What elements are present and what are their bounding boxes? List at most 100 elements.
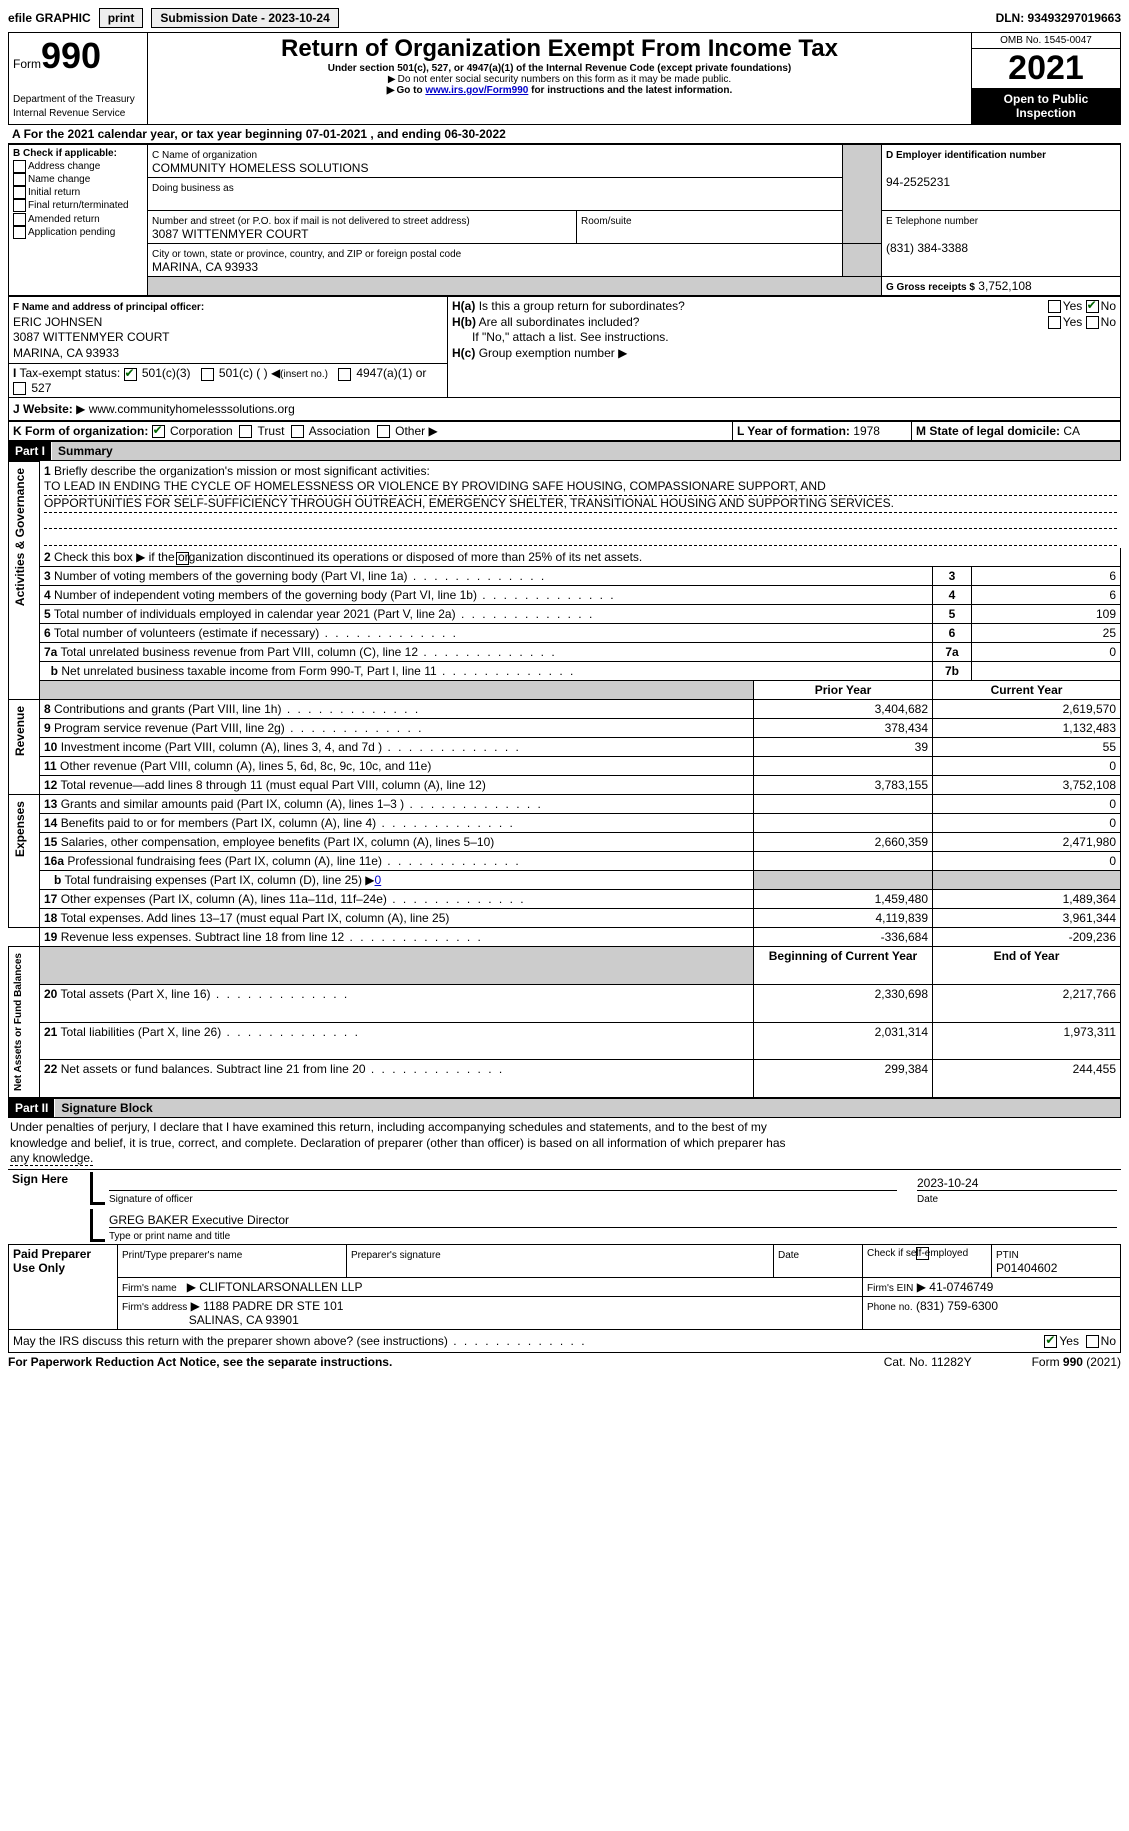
chk-corp[interactable]: [152, 425, 165, 438]
ha-yes[interactable]: [1048, 300, 1061, 313]
k-lbl: K Form of organization:: [13, 424, 148, 438]
j-lbl: Website:: [23, 402, 73, 416]
chk-l2[interactable]: [176, 552, 189, 565]
org-name: COMMUNITY HOMELESS SOLUTIONS: [152, 161, 368, 175]
mission-l1: TO LEAD IN ENDING THE CYCLE OF HOMELESSN…: [44, 479, 1117, 496]
line-19: Revenue less expenses. Subtract line 18 …: [61, 930, 483, 944]
chk-name[interactable]: [13, 173, 26, 186]
subtitle-2: Do not enter social security numbers on …: [398, 74, 731, 85]
p9: 378,434: [754, 719, 933, 738]
hdr-boy: Beginning of Current Year: [754, 947, 933, 985]
yes1: Yes: [1063, 299, 1083, 313]
chk-final[interactable]: [13, 199, 26, 212]
c12: 3,752,108: [933, 776, 1121, 795]
chk-4947[interactable]: [338, 368, 351, 381]
chk-amended[interactable]: [13, 213, 26, 226]
dln: DLN: 93493297019663: [996, 11, 1121, 25]
discuss-no[interactable]: [1086, 1335, 1099, 1348]
hb-yes[interactable]: [1048, 316, 1061, 329]
gross-receipts: 3,752,108: [978, 279, 1031, 293]
irs-link[interactable]: www.irs.gov/Form990: [425, 85, 528, 96]
submission-date: Submission Date - 2023-10-24: [151, 8, 338, 28]
ptin: P01404602: [996, 1261, 1057, 1275]
l-lbl: L Year of formation:: [737, 424, 850, 438]
p18: 4,119,839: [754, 909, 933, 928]
perjury2: knowledge and belief, it is true, correc…: [10, 1136, 786, 1150]
part1-title: Summary: [52, 442, 1120, 460]
p14: [754, 814, 933, 833]
j-row: J Website: ▶ www.communityhomelesssoluti…: [8, 398, 1121, 421]
i-o3: 4947(a)(1) or: [356, 366, 426, 380]
line-20: Total assets (Part X, line 16): [60, 987, 349, 1001]
officer-city: MARINA, CA 93933: [13, 346, 119, 360]
chk-501c[interactable]: [201, 368, 214, 381]
street-lbl: Number and street (or P.O. box if mail i…: [152, 216, 470, 227]
klm-row: K Form of organization: Corporation Trus…: [8, 421, 1121, 441]
opt-amended: Amended return: [28, 214, 100, 225]
line-2: Check this box ▶ if the organization dis…: [54, 550, 642, 564]
form-word: Form: [13, 57, 41, 71]
print-button[interactable]: print: [99, 8, 144, 28]
v7b: [972, 662, 1121, 681]
hb-no[interactable]: [1086, 316, 1099, 329]
l16b-val[interactable]: 0: [375, 873, 382, 887]
k-o4: Other: [395, 424, 425, 438]
chk-initial[interactable]: [13, 186, 26, 199]
ha-no[interactable]: [1086, 300, 1099, 313]
p20: 2,330,698: [754, 984, 933, 1022]
sidebar-rev: Revenue: [13, 702, 27, 760]
chk-assoc[interactable]: [291, 425, 304, 438]
sidebar-ag: Activities & Governance: [13, 464, 27, 610]
chk-address[interactable]: [13, 160, 26, 173]
chk-pending[interactable]: [13, 226, 26, 239]
opt-initial: Initial return: [28, 187, 80, 198]
footer: For Paperwork Reduction Act Notice, see …: [8, 1353, 1121, 1369]
line-7a: Total unrelated business revenue from Pa…: [60, 645, 556, 659]
top-bar: efile GRAPHIC print Submission Date - 20…: [8, 8, 1121, 28]
hc: Group exemption number: [479, 346, 615, 360]
website: www.communityhomelesssolutions.org: [89, 402, 295, 416]
line-16b: Total fundraising expenses (Part IX, col…: [64, 873, 374, 887]
m-val: CA: [1063, 424, 1080, 438]
b-header: B Check if applicable:: [13, 148, 117, 159]
chk-527[interactable]: [13, 382, 26, 395]
f-lbl: F Name and address of principal officer:: [13, 302, 204, 313]
i-o2: 501(c) ( ): [219, 366, 268, 380]
perjury: Under penalties of perjury, I declare th…: [8, 1118, 1121, 1170]
chk-trust[interactable]: [239, 425, 252, 438]
i-o1: 501(c)(3): [142, 366, 191, 380]
v4: 6: [972, 586, 1121, 605]
line-15: Salaries, other compensation, employee b…: [61, 835, 495, 849]
no1: No: [1101, 299, 1116, 313]
paid-preparer-table: Paid Preparer Use Only Print/Type prepar…: [8, 1244, 1121, 1330]
p22: 299,384: [754, 1060, 933, 1098]
c13: 0: [933, 795, 1121, 814]
form-title: Return of Organization Exempt From Incom…: [152, 35, 967, 63]
chk-other[interactable]: [377, 425, 390, 438]
v5: 109: [972, 605, 1121, 624]
c21: 1,973,311: [933, 1022, 1121, 1060]
line-5: Total number of individuals employed in …: [54, 607, 594, 621]
opt-pending: Application pending: [28, 227, 115, 238]
hb: Are all subordinates included?: [479, 315, 640, 329]
prep-date-lbl: Date: [778, 1250, 799, 1261]
chk-self[interactable]: [916, 1247, 929, 1260]
a-begin: 07-01-2021: [306, 127, 367, 141]
mission-q: Briefly describe the organization's miss…: [54, 464, 430, 478]
cat-no: Cat. No. 11282Y: [884, 1355, 972, 1369]
ein: 94-2525231: [886, 175, 950, 189]
bracket-icon-2: [90, 1209, 105, 1242]
line-12: Total revenue—add lines 8 through 11 (mu…: [60, 778, 485, 792]
part1-tag: Part I: [9, 442, 52, 460]
k-o3: Association: [309, 424, 370, 438]
line-4: Number of independent voting members of …: [54, 588, 616, 602]
city: MARINA, CA 93933: [152, 260, 258, 274]
c9: 1,132,483: [933, 719, 1121, 738]
firm-addr2: SALINAS, CA 93901: [189, 1313, 299, 1327]
firm-name-lbl: Firm's name: [122, 1283, 177, 1294]
line-17: Other expenses (Part IX, column (A), lin…: [61, 892, 526, 906]
chk-501c3[interactable]: [124, 368, 137, 381]
discuss-yes[interactable]: [1044, 1335, 1057, 1348]
line-22: Net assets or fund balances. Subtract li…: [61, 1062, 505, 1076]
opt-name: Name change: [28, 174, 90, 185]
